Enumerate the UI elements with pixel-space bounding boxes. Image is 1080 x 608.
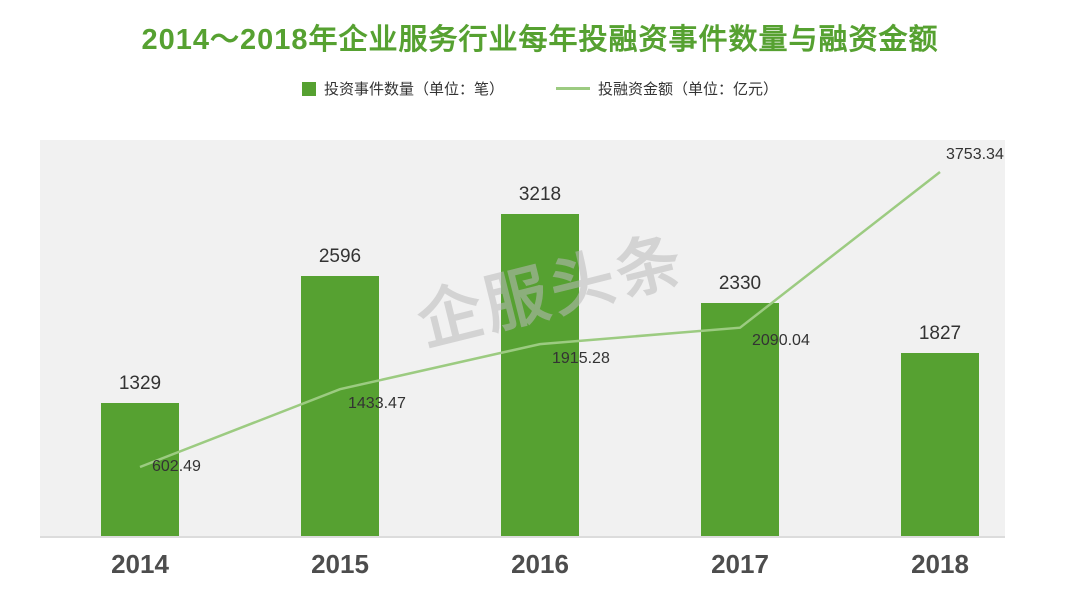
line-value-label-2017: 2090.04	[752, 331, 810, 349]
line-series-swatch-icon	[556, 87, 590, 90]
legend-item-bars: 投资事件数量（单位：笔）	[301, 78, 504, 99]
bar-2015	[301, 276, 379, 536]
bar-2017	[701, 303, 779, 536]
x-axis-label-2016: 2016	[511, 549, 569, 579]
legend-label-bars: 投资事件数量（单位：笔）	[323, 81, 504, 98]
line-series-path	[139, 171, 941, 469]
bar-2018	[901, 353, 979, 536]
bar-series-swatch-icon	[301, 81, 316, 96]
bar-value-label-2014: 1329	[118, 373, 162, 395]
bar-value-label-2015: 2596	[318, 246, 362, 268]
bar-value-label-2016: 3218	[518, 184, 562, 206]
legend-item-line: 投融资金额（单位：亿元）	[556, 78, 778, 99]
line-value-label-2015: 1433.47	[348, 395, 406, 413]
line-value-label-2016: 1915.28	[552, 350, 610, 368]
x-axis-label-2017: 2017	[711, 549, 769, 579]
x-axis-label-2018: 2018	[911, 549, 969, 579]
x-axis-label-2014: 2014	[111, 549, 169, 579]
bar-2014	[101, 403, 179, 536]
x-axis-label-2015: 2015	[311, 549, 369, 579]
line-value-label-2014: 602.49	[152, 458, 201, 475]
legend-label-line: 投融资金额（单位：亿元）	[598, 81, 779, 98]
chart-title: 2014～2018年企业服务行业每年投融资事件数量与融资金额	[141, 24, 939, 56]
bar-value-label-2017: 2330	[718, 273, 762, 294]
line-value-label-2018: 3753.34	[946, 146, 1004, 163]
bar-2016	[501, 214, 579, 536]
bar-value-label-2018: 1827	[918, 323, 962, 345]
legend: 投资事件数量（单位：笔） 投融资金额（单位：亿元）	[0, 78, 1080, 99]
